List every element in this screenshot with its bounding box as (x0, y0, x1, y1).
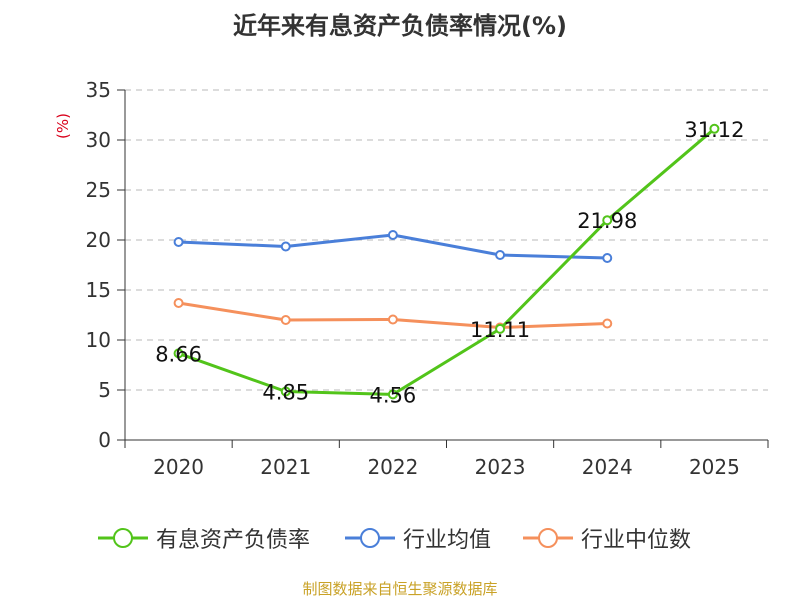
data-point (602, 253, 613, 263)
y-tick-label: 0 (98, 428, 111, 452)
legend-item-industry-mean[interactable]: 行业均值 (345, 520, 491, 556)
data-point (173, 348, 184, 359)
y-tick-label: 25 (86, 178, 111, 202)
data-point (495, 323, 506, 334)
legend-label-interest-bearing-debt-ratio: 有息资产负债率 (156, 528, 311, 553)
y-tick-label: 30 (86, 128, 111, 152)
data-label: 4.85 (262, 381, 309, 405)
data-point (387, 230, 398, 240)
legend: 有息资产负债率 行业均值 行业中位数 (0, 520, 800, 556)
x-tick-label: 2021 (260, 455, 311, 479)
y-tick-label: 20 (86, 228, 111, 252)
chart-title: 近年来有息资产负债率情况(%) (233, 12, 567, 40)
x-tick-label: 2025 (689, 455, 740, 479)
legend-item-interest-bearing-debt-ratio[interactable]: 有息资产负债率 (98, 520, 310, 556)
data-point (173, 298, 184, 308)
y-tick-label: 10 (86, 328, 111, 352)
data-label: 21.98 (577, 209, 637, 233)
data-point (709, 123, 720, 134)
data-label: 4.56 (370, 383, 417, 407)
legend-label-industry-mean: 行业均值 (403, 528, 492, 553)
data-point (602, 215, 613, 226)
y-tick-label: 35 (86, 78, 111, 102)
data-point (495, 250, 506, 260)
data-labels: 8.66 4.85 4.56 11.11 21.98 31.12 (155, 118, 744, 408)
data-point (280, 315, 291, 325)
data-label: 31.12 (684, 118, 744, 142)
data-point (173, 237, 184, 247)
legend-line-blue-icon (345, 528, 395, 548)
series-line (178, 127, 716, 396)
legend-item-industry-median[interactable]: 行业中位数 (523, 520, 691, 556)
data-point (387, 389, 398, 400)
data-source-note: 制图数据来自恒生聚源数据库 (302, 580, 498, 598)
data-label: 8.66 (155, 342, 202, 366)
x-tick-label: 2020 (153, 455, 204, 479)
data-point (602, 318, 613, 329)
data-point (387, 314, 398, 325)
x-tick-label: 2023 (475, 455, 526, 479)
x-tick-label: 2024 (582, 455, 633, 479)
data-point (280, 386, 291, 397)
series-lines (173, 123, 720, 400)
legend-line-orange-icon (523, 528, 573, 548)
y-tick-label: 5 (98, 378, 111, 402)
legend-label-industry-median: 行业中位数 (581, 528, 692, 553)
grid-lines (125, 89, 768, 391)
x-tick-label: 2022 (367, 455, 418, 479)
y-tick-label: 15 (86, 278, 111, 302)
legend-line-green-icon (98, 528, 148, 548)
data-point (280, 241, 291, 252)
y-axis-label: (%) (54, 113, 72, 139)
data-label: 11.11 (470, 318, 530, 342)
